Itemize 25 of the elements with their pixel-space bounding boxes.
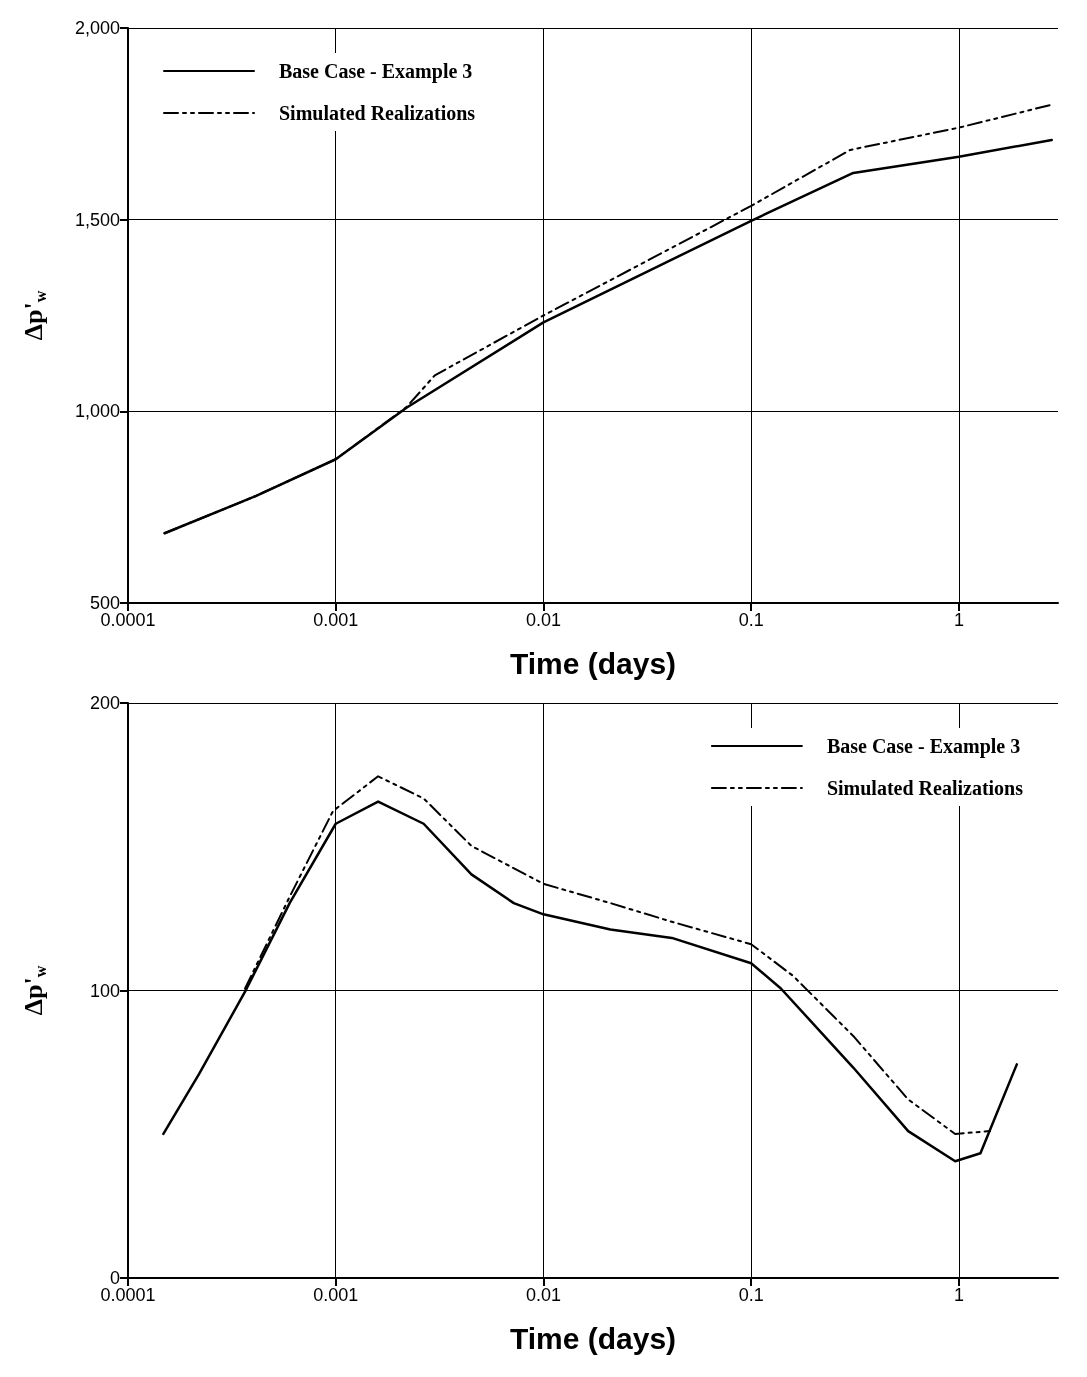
- y-tick-label: 2,000: [74, 18, 120, 38]
- x-tick-label: 0.0001: [100, 610, 156, 630]
- y-tick-label: 1,000: [74, 401, 120, 422]
- y-tick-label: 1,500: [74, 209, 120, 230]
- x-tick-label: 0.01: [525, 1285, 561, 1305]
- y-tick-label: 200: [89, 693, 120, 713]
- legend-label: Base Case - Example 3: [279, 60, 473, 83]
- x-axis-title: Time (days): [509, 1321, 677, 1355]
- legend-label: Simulated Realizations: [279, 102, 476, 124]
- legend-label: Base Case - Example 3: [826, 735, 1021, 758]
- x-tick-label: 0.1: [738, 1285, 764, 1305]
- x-tick-label: 0.0001: [100, 1285, 156, 1305]
- y-axis-title: Δp'w: [18, 290, 49, 341]
- x-tick-label: 0.001: [313, 1285, 359, 1305]
- x-tick-label: 0.1: [738, 610, 764, 630]
- y-tick-label: 500: [89, 593, 120, 613]
- x-axis-title: Time (days): [509, 646, 677, 680]
- y-tick-label: 0: [109, 1268, 120, 1288]
- x-tick-label: 1: [953, 1285, 964, 1305]
- x-tick-label: 0.001: [313, 610, 359, 630]
- x-tick-label: 0.01: [525, 610, 561, 630]
- y-tick-label: 100: [89, 980, 120, 1001]
- x-tick-label: 1: [953, 610, 964, 630]
- legend-label: Simulated Realizations: [826, 777, 1024, 799]
- y-axis-title: Δp'w: [18, 965, 49, 1016]
